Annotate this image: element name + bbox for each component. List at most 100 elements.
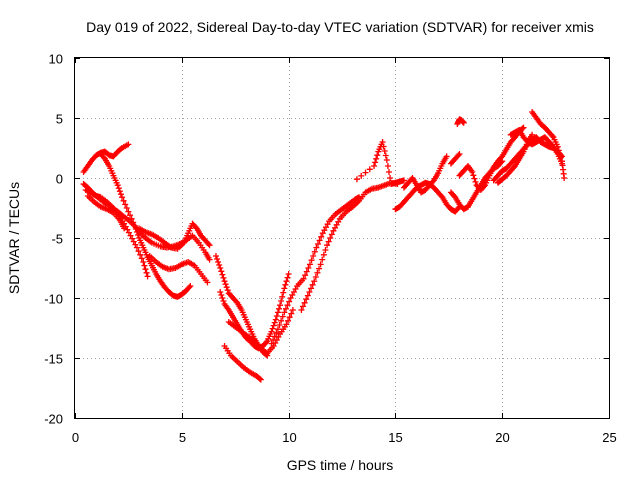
data-point: [217, 265, 224, 271]
data-point: [353, 176, 360, 183]
data-point: [141, 262, 148, 269]
data-point: [443, 153, 450, 160]
data-point: [373, 155, 380, 162]
data-point: [358, 172, 365, 179]
data-point: [118, 194, 125, 201]
data-point: [455, 152, 462, 159]
data-point: [220, 274, 227, 281]
data-point: [280, 289, 287, 296]
data-series-18: [447, 151, 463, 167]
data-point: [128, 215, 135, 222]
x-tick-label: 20: [495, 430, 509, 445]
data-point: [300, 303, 307, 310]
data-point: [278, 317, 285, 324]
data-point: [481, 183, 488, 190]
data-point: [263, 339, 270, 346]
data-point: [142, 266, 149, 273]
data-series-19: [454, 116, 467, 127]
data-point: [319, 256, 326, 263]
y-tick-label: -10: [44, 292, 63, 307]
data-point: [318, 233, 325, 240]
data-point: [460, 119, 467, 126]
data-point: [135, 232, 142, 238]
data-point: [283, 278, 290, 285]
data-point: [306, 289, 313, 295]
data-point: [314, 241, 321, 247]
data-point: [133, 244, 140, 251]
x-tick-label: 0: [72, 430, 79, 445]
data-point: [328, 231, 335, 238]
x-tick-label: 10: [282, 430, 296, 445]
data-point: [123, 205, 130, 211]
data-point: [206, 256, 213, 263]
data-series-9: [221, 343, 264, 383]
data-point: [215, 259, 222, 265]
data-point: [298, 307, 305, 313]
data-point: [222, 281, 229, 288]
data-point: [127, 212, 134, 219]
data-series-22: [494, 131, 536, 186]
data-point: [385, 169, 392, 175]
data-point: [271, 333, 278, 340]
data-point: [312, 274, 319, 280]
data-point: [316, 265, 323, 272]
data-point: [383, 157, 390, 163]
data-point: [271, 319, 278, 326]
data-point: [381, 148, 388, 154]
data-point: [219, 295, 226, 301]
data-point: [268, 340, 275, 347]
data-point: [257, 376, 264, 383]
data-point: [143, 269, 150, 276]
y-tick-label: 5: [56, 112, 63, 127]
data-point: [115, 185, 122, 192]
data-point: [387, 175, 394, 181]
data-point: [300, 275, 307, 282]
chart-title: Day 019 of 2022, Sidereal Day-to-day VTE…: [86, 19, 594, 35]
data-point: [272, 316, 279, 323]
axis-ticks: 0 5 10 15 20 25 10 5 0 -5 -10 -15 -20: [44, 52, 617, 446]
data-point: [138, 255, 145, 262]
data-point: [286, 298, 293, 305]
data-series-13: [298, 179, 401, 313]
data-point: [264, 352, 271, 359]
data-point: [456, 151, 463, 157]
data-point: [218, 292, 225, 298]
data-series-16: [400, 153, 450, 196]
data-point: [224, 287, 231, 294]
data-point: [277, 302, 284, 309]
data-point: [116, 188, 123, 195]
data-point: [559, 160, 566, 167]
y-tick-label: 0: [56, 172, 63, 187]
data-series-6: [136, 220, 213, 252]
data-point: [219, 271, 226, 278]
data-point: [276, 322, 283, 328]
data-point: [303, 268, 310, 275]
data-point: [125, 208, 132, 215]
data-point: [212, 253, 219, 259]
data-point: [279, 293, 286, 300]
data-point: [519, 125, 526, 132]
data-point: [131, 223, 138, 229]
data-point: [371, 163, 378, 169]
data-point: [282, 305, 289, 312]
data-point: [471, 175, 478, 182]
data-points: [80, 109, 568, 383]
data-point: [366, 166, 373, 173]
x-tick-label: 15: [388, 430, 402, 445]
data-point: [310, 253, 317, 259]
y-axis-label: SDTVAR / TECUs: [6, 182, 22, 294]
data-point: [140, 259, 147, 265]
data-point: [133, 229, 140, 235]
data-series-12: [268, 194, 363, 347]
data-point: [289, 307, 296, 313]
data-point: [114, 182, 121, 189]
data-point: [270, 322, 277, 329]
data-point: [316, 237, 323, 244]
data-point: [470, 172, 477, 179]
data-point: [284, 274, 291, 281]
data-point: [469, 169, 476, 175]
data-point: [273, 329, 280, 336]
y-tick-label: -5: [51, 232, 63, 247]
data-series-7: [146, 253, 211, 286]
data-point: [216, 262, 223, 268]
